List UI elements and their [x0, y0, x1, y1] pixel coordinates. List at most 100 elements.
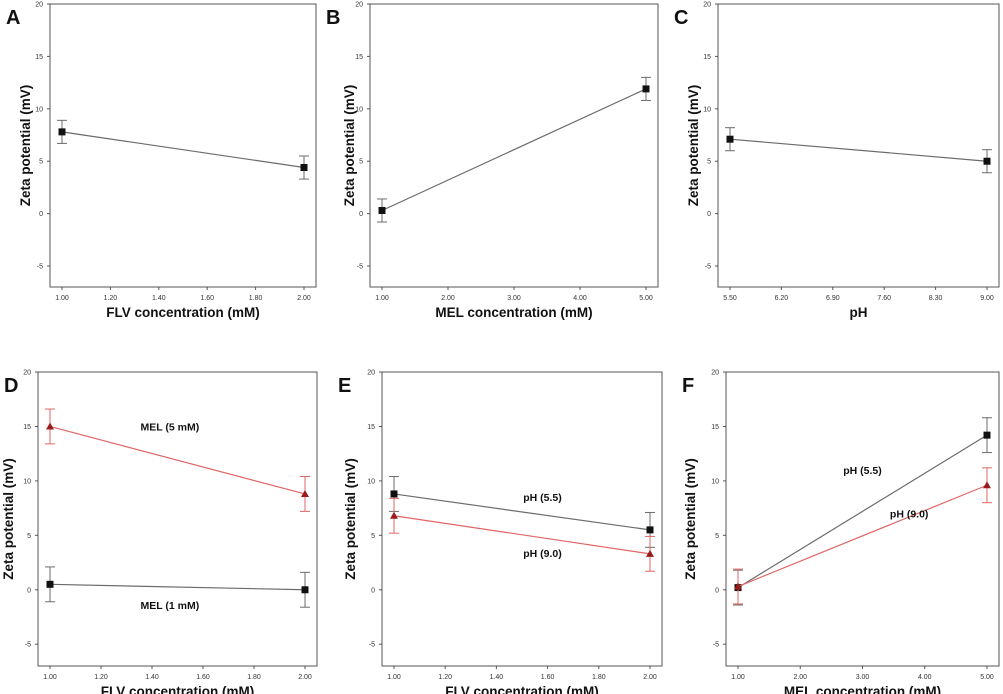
x-tick-label: 9.00 [980, 295, 994, 302]
x-tick-label: 3.00 [856, 674, 870, 681]
y-tick-label: 15 [23, 424, 31, 431]
x-tick-label: 2.00 [441, 295, 455, 302]
x-tick-label: 1.60 [541, 674, 555, 681]
y-tick-label: 5 [371, 533, 375, 540]
x-tick-label: 1.00 [55, 295, 69, 302]
x-axis-label: MEL concentration (mM) [784, 684, 941, 694]
panel-letter: F [682, 375, 694, 397]
data-point [983, 431, 991, 439]
y-axis-label: Zeta potential (mV) [683, 458, 698, 580]
y-tick-label: 5 [707, 159, 711, 166]
series-line [393, 515, 651, 555]
series-annotation: pH (9.0) [523, 548, 562, 560]
series-annotation: MEL (1 mM) [140, 600, 199, 612]
x-tick-label: 1.80 [249, 295, 263, 302]
y-tick-label: 20 [367, 370, 375, 377]
plot-frame [49, 3, 317, 288]
data-point [642, 85, 650, 93]
x-axis-label: MEL concentration (mM) [435, 305, 592, 320]
y-tick-label: 15 [35, 54, 43, 61]
series-line [49, 425, 306, 495]
plot-frame [37, 371, 318, 667]
y-tick-label: 20 [35, 2, 43, 9]
y-tick-label: 15 [703, 54, 711, 61]
panel-letter: E [338, 375, 351, 397]
y-axis-label: Zeta potential (mV) [686, 85, 701, 207]
x-tick-label: 5.50 [723, 295, 737, 302]
data-point [983, 481, 991, 489]
y-tick-label: 5 [39, 159, 43, 166]
x-tick-label: 5.00 [980, 674, 994, 681]
x-axis-label: FLV concentration (mM) [106, 305, 260, 320]
data-point [726, 135, 734, 143]
chart-panel-a: A -5 0 5 10 15 20 1.00 1.20 1.40 1.60 1.80 2.00 FLV c… [6, 2, 317, 320]
data-point [378, 206, 386, 214]
x-tick-label: 1.20 [438, 674, 452, 681]
data-point [390, 490, 398, 498]
plot-frame [381, 371, 663, 667]
y-tick-label: 0 [27, 587, 31, 594]
x-tick-label: 1.80 [592, 674, 606, 681]
x-tick-label: 4.00 [918, 674, 932, 681]
y-tick-label: 15 [367, 424, 375, 431]
y-tick-label: 20 [355, 2, 363, 9]
x-tick-label: 1.60 [196, 674, 210, 681]
y-tick-label: 20 [703, 2, 711, 9]
y-tick-label: -5 [25, 642, 31, 649]
x-tick-label: 6.20 [775, 295, 789, 302]
x-tick-label: 8.30 [929, 295, 943, 302]
y-tick-label: -5 [357, 264, 363, 271]
data-point [734, 582, 742, 590]
y-tick-label: 10 [703, 106, 711, 113]
x-tick-label: 1.40 [152, 295, 166, 302]
data-point [646, 549, 654, 557]
x-tick-label: 1.40 [490, 674, 504, 681]
data-point [301, 586, 309, 594]
data-point [301, 489, 309, 497]
chart-panel-f: F -5 0 5 10 15 20 1.00 2.00 3.00 4.00 5.00 MEL conce… [682, 370, 1000, 694]
panel-letter: D [4, 375, 18, 397]
y-tick-label: 5 [715, 533, 719, 540]
series-annotation: pH (9.0) [890, 509, 929, 521]
x-tick-label: 5.00 [639, 295, 653, 302]
x-tick-label: 3.00 [507, 295, 521, 302]
y-tick-label: 15 [711, 424, 719, 431]
y-tick-label: -5 [37, 264, 43, 271]
x-tick-label: 1.40 [145, 674, 159, 681]
x-tick-label: 7.60 [877, 295, 891, 302]
x-axis-label: pH [850, 305, 868, 320]
y-axis-label: Zeta potential (mV) [1, 458, 16, 580]
panel-letter: B [326, 7, 340, 29]
panel-letter: C [674, 7, 688, 29]
y-tick-label: 15 [355, 54, 363, 61]
series-line [61, 131, 305, 169]
x-tick-label: 1.60 [200, 295, 214, 302]
data-point [46, 422, 54, 430]
y-tick-label: -5 [705, 264, 711, 271]
chart-panel-b: B -5 0 5 10 15 20 1.00 2.00 3.00 4.00 5.00 MEL conce… [326, 2, 659, 320]
series-line [737, 434, 988, 589]
x-tick-label: 2.00 [793, 674, 807, 681]
x-tick-label: 1.00 [43, 674, 57, 681]
x-tick-label: 2.00 [297, 295, 311, 302]
series-annotation: MEL (5 mM) [140, 421, 199, 433]
x-axis-label: FLV concentration (mM) [101, 684, 255, 694]
series-line [737, 484, 988, 588]
y-tick-label: 10 [367, 478, 375, 485]
x-tick-label: 1.20 [104, 295, 118, 302]
x-tick-label: 1.00 [731, 674, 745, 681]
plot-frame [725, 371, 1000, 667]
y-tick-label: 10 [23, 478, 31, 485]
series-line [729, 138, 988, 162]
data-point [46, 580, 54, 588]
data-point [58, 128, 66, 136]
x-axis-label: FLV concentration (mM) [445, 684, 599, 694]
y-tick-label: 20 [711, 370, 719, 377]
y-tick-label: 10 [355, 106, 363, 113]
series-annotation: pH (5.5) [843, 465, 882, 477]
data-point [300, 164, 308, 172]
y-tick-label: 0 [707, 211, 711, 218]
y-tick-label: 0 [39, 211, 43, 218]
y-tick-label: 10 [35, 106, 43, 113]
